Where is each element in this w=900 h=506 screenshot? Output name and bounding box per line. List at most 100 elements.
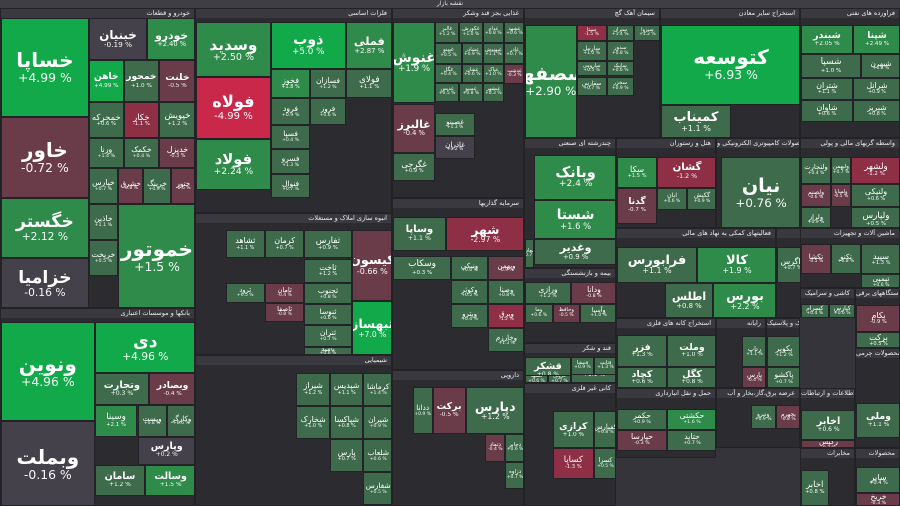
stock-tile[interactable]: غکورش +1.0 % [459, 21, 483, 43]
stock-tile[interactable]: گدنا -0.7 % [617, 187, 657, 224]
stock-tile[interactable]: وبرق -1.2 % [488, 304, 523, 329]
stock-tile[interactable]: پاکشو +0.7 % [767, 367, 799, 387]
stock-tile[interactable]: شبندر +2.05 % [801, 24, 853, 55]
stock-tile[interactable]: شسپا +1.0 % [801, 54, 861, 78]
stock-tile[interactable]: ولساپا -0.5 % [831, 184, 851, 207]
stock-tile[interactable]: خشرق -0.8 % [118, 168, 144, 204]
stock-tile[interactable]: غبهنوش +1.1 % [482, 42, 504, 64]
stock-tile[interactable]: اطلس +0.8 % [665, 283, 713, 317]
stock-tile[interactable]: وملت +1.0 % [667, 335, 715, 367]
stock-tile[interactable]: خزامیا -0.16 % [1, 258, 89, 307]
stock-tile[interactable]: ددانا +0.9 % [412, 386, 433, 435]
stock-tile[interactable]: رتاپ +1.1 % [742, 336, 765, 368]
stock-tile[interactable]: وبصادر -0.4 % [149, 373, 194, 406]
stock-tile[interactable]: وساپا +1.1 % [393, 216, 446, 251]
stock-tile[interactable]: خمحور +1.0 % [123, 60, 159, 102]
stock-tile[interactable]: ساپیک +0.6 % [606, 60, 634, 77]
stock-tile[interactable]: غشاذر +0.9 % [461, 42, 483, 64]
stock-tile[interactable]: ولنیکی +0.6 % [851, 184, 899, 207]
stock-tile[interactable]: سخزر +0.9 % [606, 76, 634, 96]
stock-tile[interactable]: سیتا -1.5 % [576, 24, 607, 42]
stock-tile[interactable]: غدیس +0.5 % [435, 82, 459, 102]
stock-tile[interactable]: ثفارس +0.9 % [304, 230, 352, 259]
stock-tile[interactable]: ختور -0.6 % [170, 168, 194, 204]
stock-tile[interactable]: خکمک +0.4 % [123, 138, 159, 168]
stock-tile[interactable]: غالبرز -0.4 % [393, 103, 436, 153]
stock-tile[interactable]: دزاوه +0.7 % [505, 461, 523, 489]
stock-tile[interactable]: شرانل +0.9 % [853, 77, 899, 100]
stock-tile[interactable]: خدیزل -0.3 % [158, 138, 194, 168]
stock-tile[interactable]: کمیناب +1.1 % [661, 105, 731, 137]
stock-tile[interactable]: کساپا -1.3 % [552, 448, 594, 480]
stock-tile[interactable]: بورس +2.2 % [713, 283, 775, 317]
stock-tile[interactable]: شبهرن +1.2 % [861, 54, 899, 78]
stock-tile[interactable]: شلعاب +0.6 % [363, 438, 391, 473]
stock-tile[interactable]: وبانک +2.4 % [534, 154, 615, 200]
stock-tile[interactable]: وآسیا +1.0 % [580, 304, 615, 323]
stock-tile[interactable]: برکت +0.5 % [856, 331, 899, 347]
stock-tile[interactable]: ورنا +1.4 % [88, 138, 124, 168]
stock-tile[interactable]: وحافظ -0.5 % [552, 304, 581, 323]
stock-tile[interactable]: فسپا +0.4 % [270, 124, 311, 150]
stock-tile[interactable]: شستا +1.6 % [534, 200, 615, 239]
stock-tile[interactable]: ثتران +0.7 % [304, 325, 352, 347]
stock-tile[interactable]: سپید +1.3 % [861, 244, 899, 274]
stock-tile[interactable]: خموتور +1.5 % [118, 204, 194, 307]
stock-tile[interactable]: برکت -0.5 % [432, 386, 466, 435]
stock-tile[interactable]: وکوثر +0.5 % [451, 280, 489, 305]
stock-tile[interactable]: غبشهر +0.3 % [482, 82, 504, 102]
stock-tile[interactable]: پارس +0.7 % [329, 438, 364, 473]
stock-tile[interactable]: پارس -0.4 % [742, 367, 765, 387]
stock-tile[interactable]: رکیش-0.7 % [801, 440, 854, 447]
stock-tile[interactable]: خمحرکه +0.6 % [88, 102, 124, 138]
stock-tile[interactable]: وکارگر +0.6 % [166, 405, 194, 437]
stock-tile[interactable]: وسکاب +0.3 % [393, 256, 452, 281]
stock-tile[interactable]: ومعادن+0.7 % [525, 239, 535, 267]
stock-tile[interactable]: غدام +0.8 % [482, 21, 504, 43]
stock-tile[interactable]: ثاصفا -0.8 % [264, 302, 305, 323]
stock-tile[interactable]: ولبهمن +0.7 % [831, 157, 851, 184]
stock-tile[interactable]: بکام -0.9 % [856, 305, 899, 332]
stock-tile[interactable]: ولتجارت +0.4 % [801, 157, 831, 184]
stock-tile[interactable]: غالبر +1.2 % [435, 21, 459, 43]
stock-tile[interactable]: ثاخت +1.2 % [304, 258, 352, 283]
stock-tile[interactable]: کسرا +0.5 % [594, 448, 615, 480]
stock-tile[interactable]: قثابت +1.3 % [594, 357, 615, 375]
stock-tile[interactable]: ولپارس +0.5 % [851, 206, 899, 227]
stock-tile[interactable]: غشهد +0.6 % [503, 21, 523, 43]
stock-tile[interactable]: فسازان +1.2 % [310, 69, 346, 98]
stock-tile[interactable]: وسینا +2.1 % [94, 405, 138, 437]
stock-tile[interactable]: سفارس +0.7 % [576, 76, 607, 96]
stock-tile[interactable]: فنوال +0.7 % [270, 173, 311, 199]
stock-tile[interactable]: فرود +0.9 % [270, 97, 311, 125]
stock-tile[interactable]: وسالت +1.5 % [145, 464, 194, 497]
stock-tile[interactable]: تکنو +0.8 % [831, 244, 861, 274]
stock-tile[interactable]: خریخت +0.5 % [88, 240, 118, 276]
stock-tile[interactable]: پکویر +1.2 % [767, 336, 799, 368]
stock-tile[interactable]: ثامید +0.6 % [304, 346, 352, 354]
stock-tile[interactable]: فملی +2.87 % [345, 22, 391, 70]
stock-tile[interactable]: خاور -0.72 % [1, 117, 89, 198]
stock-tile[interactable]: قزوین +0.7 % [548, 375, 571, 382]
stock-tile[interactable]: اخابر +0.8 % [801, 469, 829, 505]
stock-tile[interactable]: شپنا +2.49 % [853, 24, 899, 55]
stock-tile[interactable]: خپارس +0.7 % [88, 168, 118, 204]
stock-tile[interactable]: ثرود +0.5 % [225, 282, 265, 303]
stock-tile[interactable]: شیراز +1.2 % [296, 372, 330, 406]
stock-tile[interactable]: وخارزم +1.3 % [488, 328, 523, 353]
stock-tile[interactable]: سارومی +0.5 % [576, 60, 607, 77]
stock-tile[interactable]: فرابورس +1.1 % [617, 247, 697, 283]
stock-tile[interactable]: وما +0.6 % [525, 304, 553, 323]
stock-tile[interactable]: غگرجی +0.9 % [393, 152, 436, 182]
stock-tile[interactable]: وغدیر +0.9 % [534, 239, 615, 265]
stock-tile[interactable]: سامان +1.2 % [94, 464, 146, 497]
stock-tile[interactable]: ثامان -0.4 % [264, 282, 305, 303]
stock-tile[interactable]: خودرو +2.40 % [147, 18, 194, 60]
stock-tile[interactable]: خرینگ +0.9 % [143, 168, 171, 204]
stock-tile[interactable]: کرازی +1.0 % [552, 411, 594, 449]
stock-tile[interactable]: شفارس +0.5 % [363, 472, 391, 505]
stock-tile[interactable]: ابان +0.6 % [657, 187, 687, 211]
stock-tile[interactable]: دتماد -0.4 % [485, 434, 506, 462]
stock-tile[interactable]: کرمان +0.7 % [264, 230, 305, 259]
stock-tile[interactable]: ولراز +0.9 % [801, 206, 831, 227]
